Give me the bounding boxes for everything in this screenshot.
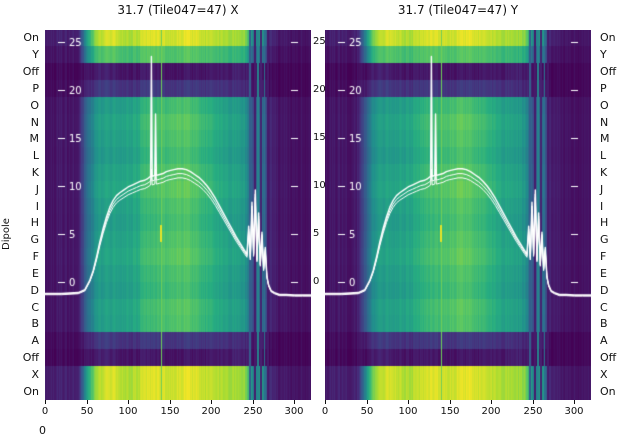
x-tick-label: 300 [564,406,584,417]
dipole-label-left: L [32,149,39,163]
heatmap-panel-x [45,30,311,400]
x-tick-mark [533,400,534,404]
x-tick-label: 150 [440,406,460,417]
dipole-label-left: N [30,115,39,129]
dipole-label-right: M [600,132,610,146]
y-tick-label: 10 [313,180,326,191]
heatmap-panel-y [325,30,591,400]
dipole-label-left: M [29,132,40,146]
dipole-label-right: C [600,300,608,314]
dipole-label-left: D [30,283,39,297]
dipole-label-left: G [30,233,39,247]
x-tick-mark [45,400,46,404]
dipole-label-right: G [600,233,609,247]
x-tick-label: 250 [523,406,543,417]
dipole-label-right: E [600,266,607,280]
y-tick-label: 15 [313,132,326,143]
dipole-label-left: Off [22,351,39,364]
dipole-label-right: On [600,384,616,398]
dipole-label-left: X [31,367,39,381]
x-tick-label: 100 [118,406,138,417]
x-tick-mark [325,400,326,404]
x-tick-label: 0 [41,406,49,417]
dipole-label-left: J [35,182,39,196]
dipole-label-right: On [600,31,616,45]
y-tick-label: 0 [313,276,320,287]
dipole-label-left: F [32,250,39,263]
dipole-label-left: P [32,81,39,95]
x-tick-label: 200 [481,406,501,417]
x-tick-label: 300 [284,406,304,417]
dipole-label-left: C [31,300,39,314]
dipole-label-right: K [600,166,608,179]
x-tick-label: 200 [201,406,221,417]
dipole-label-left: E [32,266,39,280]
dipole-label-right: J [600,182,604,196]
dipole-label-right: Off [600,351,617,364]
x-tick-mark [211,400,212,404]
dipole-label-right: D [600,283,609,297]
dipole-label-left: On [23,384,39,398]
x-tick-mark [574,400,575,404]
x-tick-mark [253,400,254,404]
dipole-label-right: N [600,115,609,129]
x-tick-mark [367,400,368,404]
dipole-label-left: O [30,98,39,112]
dipole-label-left: H [30,216,39,230]
x-tick-label: 50 [360,406,374,417]
dipole-label-left: Off [22,65,39,78]
bottom-left-tick-label: 0 [39,424,46,437]
x-tick-mark [294,400,295,404]
x-tick-label: 150 [160,406,180,417]
x-tick-mark [128,400,129,404]
x-tick-label: 50 [80,406,94,417]
x-tick-mark [408,400,409,404]
x-tick-label: 100 [398,406,418,417]
x-tick-label: 250 [243,406,263,417]
dipole-label-left: B [31,317,39,331]
dipole-label-right: A [600,334,608,348]
panel-title-y: 31.7 (Tile047=47) Y [397,3,519,17]
dipole-label-left: K [31,166,39,179]
dipole-label-right: L [600,149,607,163]
dipole-label-right: Y [600,48,607,62]
dipole-label-left: A [31,334,39,348]
x-tick-mark [170,400,171,404]
y-tick-label: 25 [313,36,326,47]
dipole-label-right: Off [600,65,617,78]
dipole-label-right: H [600,216,609,230]
x-tick-label: 0 [321,406,329,417]
panel-title-x: 31.7 (Tile047=47) X [117,3,239,17]
x-tick-mark [87,400,88,404]
x-tick-mark [491,400,492,404]
dipole-label-right: O [600,98,609,112]
dipole-label-left: On [23,31,39,45]
x-tick-mark [450,400,451,404]
dipole-label-right: P [600,81,607,95]
dipole-label-right: B [600,317,608,331]
dipole-label-right: I [600,199,604,213]
y-tick-label: 20 [313,84,326,95]
dipole-label-right: F [600,250,607,263]
dipole-label-left: Y [32,48,39,62]
dipole-label-left: I [35,199,39,213]
dipole-label-right: X [600,367,608,381]
y-tick-label: 5 [313,228,320,239]
